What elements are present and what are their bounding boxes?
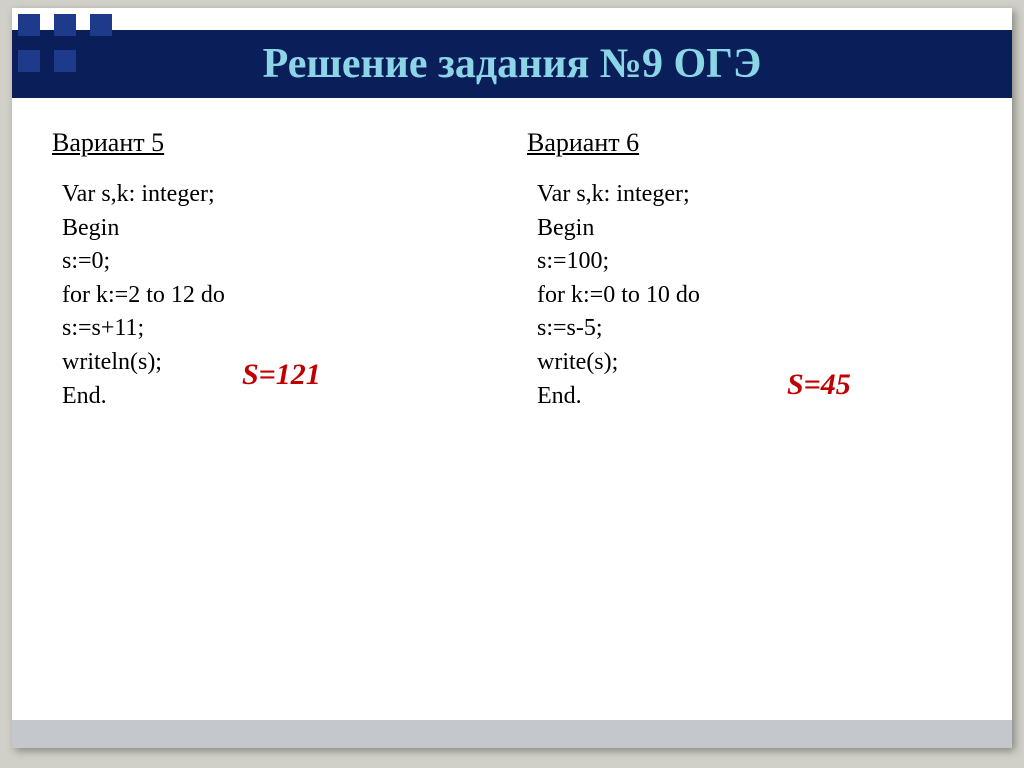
column-variant-6: Вариант 6 Var s,k: integer; Begin s:=100… — [527, 128, 972, 413]
code-line: Begin — [537, 212, 972, 246]
slide-title: Решение задания №9 ОГЭ — [263, 40, 762, 88]
answer-value: S=121 — [242, 358, 321, 392]
slide: Решение задания №9 ОГЭ Вариант 5 Var s,k… — [12, 8, 1012, 748]
square-icon — [54, 14, 76, 36]
code-line: Begin — [62, 212, 497, 246]
code-line: Var s,k: integer; — [62, 178, 497, 212]
square-icon — [18, 50, 40, 72]
code-line: s:=s+11; — [62, 312, 497, 346]
code-line: Var s,k: integer; — [537, 178, 972, 212]
column-variant-5: Вариант 5 Var s,k: integer; Begin s:=0; … — [52, 128, 497, 413]
variant-title: Вариант 6 — [527, 128, 972, 158]
content-area: Вариант 5 Var s,k: integer; Begin s:=0; … — [12, 128, 1012, 413]
code-line: s:=100; — [537, 245, 972, 279]
code-block: Var s,k: integer; Begin s:=100; for k:=0… — [527, 178, 972, 413]
code-line: s:=s-5; — [537, 312, 972, 346]
code-line: s:=0; — [62, 245, 497, 279]
variant-title: Вариант 5 — [52, 128, 497, 158]
code-line: for k:=2 to 12 do — [62, 279, 497, 313]
answer-value: S=45 — [787, 368, 851, 402]
code-line: write(s); — [537, 346, 972, 380]
square-icon — [90, 14, 112, 36]
square-icon — [18, 14, 40, 36]
code-line: for k:=0 to 10 do — [537, 279, 972, 313]
code-block: Var s,k: integer; Begin s:=0; for k:=2 t… — [52, 178, 497, 413]
header-bar: Решение задания №9 ОГЭ — [12, 30, 1012, 98]
code-line: End. — [537, 380, 972, 414]
square-icon — [54, 50, 76, 72]
bottom-bar — [12, 720, 1012, 748]
